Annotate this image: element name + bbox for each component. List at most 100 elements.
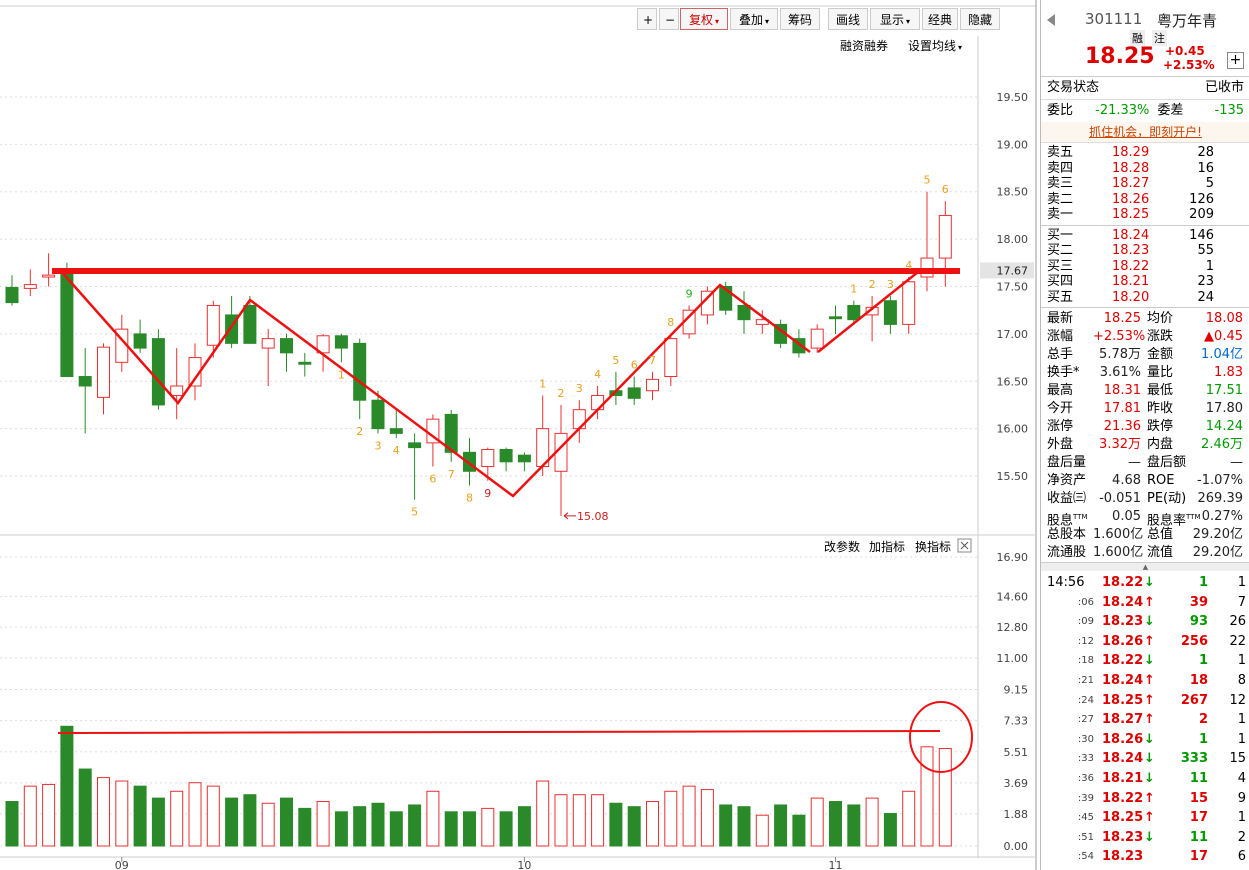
volume-bar — [188, 782, 202, 847]
toolbar-button[interactable]: 画线 — [828, 8, 868, 30]
toolbar-button[interactable]: + — [637, 8, 657, 30]
volume-bar — [225, 797, 239, 847]
trade-vol: 17 — [1189, 810, 1208, 826]
order-price: 18.21 — [1112, 274, 1150, 289]
trade-arrow: ↓ — [1144, 614, 1155, 630]
td-label: 6 — [942, 183, 949, 196]
toolbar-button[interactable]: 隐藏 — [960, 8, 1000, 30]
indicator-link[interactable]: 换指标 — [915, 540, 952, 554]
chart-link[interactable]: 设置均线 ▾ — [908, 39, 963, 53]
ref-label-bg — [980, 262, 1034, 279]
trade-count: 1 — [1237, 575, 1246, 590]
scroll-handle[interactable]: ▲ — [1041, 563, 1249, 571]
stat-value: -1.07% — [1197, 473, 1243, 488]
volume-bar — [481, 807, 495, 847]
order-vol: 23 — [1197, 274, 1214, 289]
add-button[interactable]: + — [1227, 52, 1244, 69]
trade-row: :06 18.24 ↑ 39 7 — [1041, 593, 1249, 613]
trade-time: :39 — [1077, 792, 1094, 804]
candle-body — [737, 304, 751, 321]
volume-bar — [938, 748, 952, 847]
dropdown-caret: ▾ — [906, 17, 911, 26]
stat-value: 18.08 — [1205, 311, 1243, 326]
trade-vol: 18 — [1189, 672, 1208, 688]
volume-bar — [97, 777, 110, 847]
stat-label: 外盘 — [1047, 437, 1074, 452]
indicator-link[interactable]: 改参数 — [824, 540, 861, 554]
chart-link[interactable]: 融资融券 — [840, 39, 889, 53]
order-label: 卖三 — [1047, 176, 1074, 191]
candle-body — [23, 284, 37, 289]
toolbar-button[interactable]: 经典 — [922, 8, 958, 30]
volume-bar — [554, 794, 568, 847]
ratio-value: -21.33% — [1095, 103, 1150, 118]
stat-label: 今开 — [1047, 401, 1074, 416]
stat-row: 总股本 1.600亿 总值 29.20亿 — [1041, 526, 1249, 544]
toolbar-button[interactable]: 叠加 ▾ — [730, 8, 778, 30]
volume-bar — [810, 797, 824, 847]
prev-arrow[interactable] — [1047, 14, 1055, 26]
toolbar-button[interactable]: 显示 ▾ — [870, 8, 920, 30]
candle-body — [316, 335, 330, 354]
order-vol: 24 — [1197, 289, 1214, 305]
order-label: 买一 — [1047, 227, 1074, 243]
y-tick-label: 15.50 — [997, 470, 1029, 483]
stat-row: 净资产 4.68 ROE -1.07% — [1041, 472, 1249, 490]
trade-time: :33 — [1077, 753, 1094, 765]
volume-bar — [5, 801, 19, 847]
trade-vol: 1 — [1198, 731, 1208, 747]
order-vol: 209 — [1189, 207, 1214, 222]
volume-bar — [646, 801, 659, 847]
td-label: 1 — [338, 368, 345, 381]
volume-tick-label: 5.51 — [1004, 746, 1029, 759]
order-price: 18.26 — [1112, 191, 1150, 207]
trade-price: 18.26 — [1102, 633, 1144, 649]
candle-body — [481, 448, 495, 468]
order-vol: 55 — [1197, 243, 1214, 258]
volume-bar — [517, 806, 531, 847]
volume-bar — [78, 768, 92, 847]
trade-price: 18.22 — [1102, 653, 1144, 669]
td-label: 3 — [887, 278, 894, 291]
price-change: +0.45 — [1165, 44, 1205, 58]
trade-price: 18.23 — [1102, 829, 1144, 845]
trade-time: :27 — [1077, 714, 1094, 726]
ref-label: 17.67 — [997, 264, 1029, 277]
volume-bar — [700, 789, 714, 847]
trade-count: 1 — [1237, 653, 1246, 669]
toolbar-button[interactable]: 筹码 — [780, 8, 820, 30]
stat-label: 盘后量 — [1047, 455, 1087, 470]
candle-body — [883, 300, 897, 325]
stat-label: PE(动) — [1147, 491, 1187, 506]
volume-bar — [151, 797, 165, 847]
volume-bar — [774, 804, 788, 847]
stock-tag: 注 — [1152, 30, 1167, 46]
low-arrow — [563, 512, 576, 520]
stat-value: +2.53% — [1093, 329, 1146, 344]
trade-arrow: ↑ — [1144, 672, 1155, 688]
volume-bar — [920, 746, 934, 847]
trade-price: 18.24 — [1102, 751, 1144, 767]
indicator-link[interactable]: 加指标 — [869, 540, 906, 554]
candle-body — [334, 335, 348, 349]
order-price: 18.20 — [1112, 289, 1150, 305]
ratio-label: 委差 — [1157, 103, 1184, 118]
quote-header: 301111 粤万年青融注 18.25 +0.45 +2.53% + — [1041, 0, 1249, 77]
trade-count: 9 — [1237, 790, 1246, 806]
candle-body — [591, 394, 605, 411]
stat-row: 外盘 3.32万 内盘 2.46万 — [1041, 436, 1249, 454]
trade-time: :09 — [1077, 616, 1094, 628]
promo-link[interactable]: 抓住机会，即刻开户! — [1041, 122, 1249, 143]
toolbar-button[interactable]: 复权 ▾ — [680, 8, 728, 30]
stat-value: 18.31 — [1103, 383, 1141, 398]
stat-label: 跌停 — [1147, 419, 1174, 434]
td-label: 1 — [539, 377, 546, 390]
candle-body — [151, 338, 165, 406]
trade-time: :24 — [1077, 694, 1094, 706]
volume-tick-label: 16.90 — [997, 551, 1029, 564]
trade-arrow: ↓ — [1144, 575, 1155, 590]
toolbar-button[interactable]: − — [659, 8, 679, 30]
order-vol: 146 — [1189, 227, 1214, 243]
volume-bar — [353, 806, 367, 847]
stats: 最新 18.25 均价 18.08 涨幅 +2.53% 涨跌 ▲0.45 总手 5.78万 金额 1.… — [1041, 308, 1249, 563]
